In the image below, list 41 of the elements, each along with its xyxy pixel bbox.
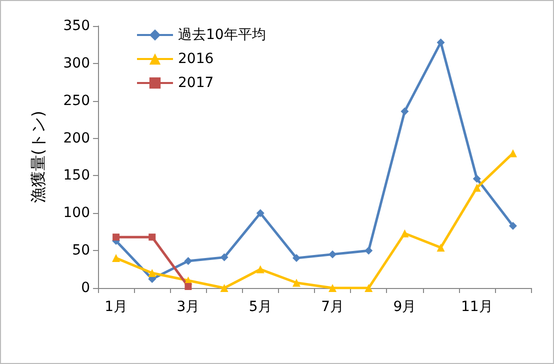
point: [184, 257, 192, 266]
point: [112, 254, 120, 262]
y-tick-label: 150: [63, 168, 90, 184]
point: [256, 265, 264, 274]
point: [220, 253, 228, 262]
x-tick-label: 1月: [104, 299, 128, 315]
y-tick-label: 300: [63, 55, 90, 72]
point: [472, 174, 481, 183]
point: [184, 283, 192, 290]
point: [328, 250, 337, 258]
point: [220, 284, 228, 292]
point: [148, 269, 156, 278]
legend-label: 2016: [178, 51, 214, 67]
y-tick-label: 200: [63, 130, 90, 146]
y-tick-label: 350: [63, 18, 90, 34]
point: [112, 234, 120, 241]
point: [364, 246, 373, 255]
y-tick-label: 250: [63, 92, 90, 109]
point: [400, 229, 409, 238]
x-tick-label: 9月: [393, 299, 416, 315]
point: [436, 38, 445, 46]
point: [472, 184, 481, 192]
point: [328, 284, 337, 292]
point: [508, 222, 517, 230]
y-tick-label: 100: [63, 205, 90, 222]
y-tick-label: 0: [81, 280, 90, 296]
point: [292, 254, 300, 262]
point: [400, 107, 409, 116]
legend-label: 2017: [178, 75, 214, 91]
x-tick-label: 11月: [460, 299, 493, 315]
x-tick-label: 7月: [321, 299, 344, 315]
point: [364, 284, 373, 292]
y-axis-title: 漁獲量(トン): [28, 110, 48, 204]
x-tick-label: 3月: [176, 299, 200, 315]
x-tick-label: 5月: [248, 299, 272, 315]
legend-label: 過去10年平均: [178, 27, 266, 43]
point: [148, 234, 156, 241]
point: [256, 209, 264, 218]
point: [292, 278, 300, 287]
point: [436, 244, 445, 252]
y-tick-label: 50: [72, 242, 90, 259]
